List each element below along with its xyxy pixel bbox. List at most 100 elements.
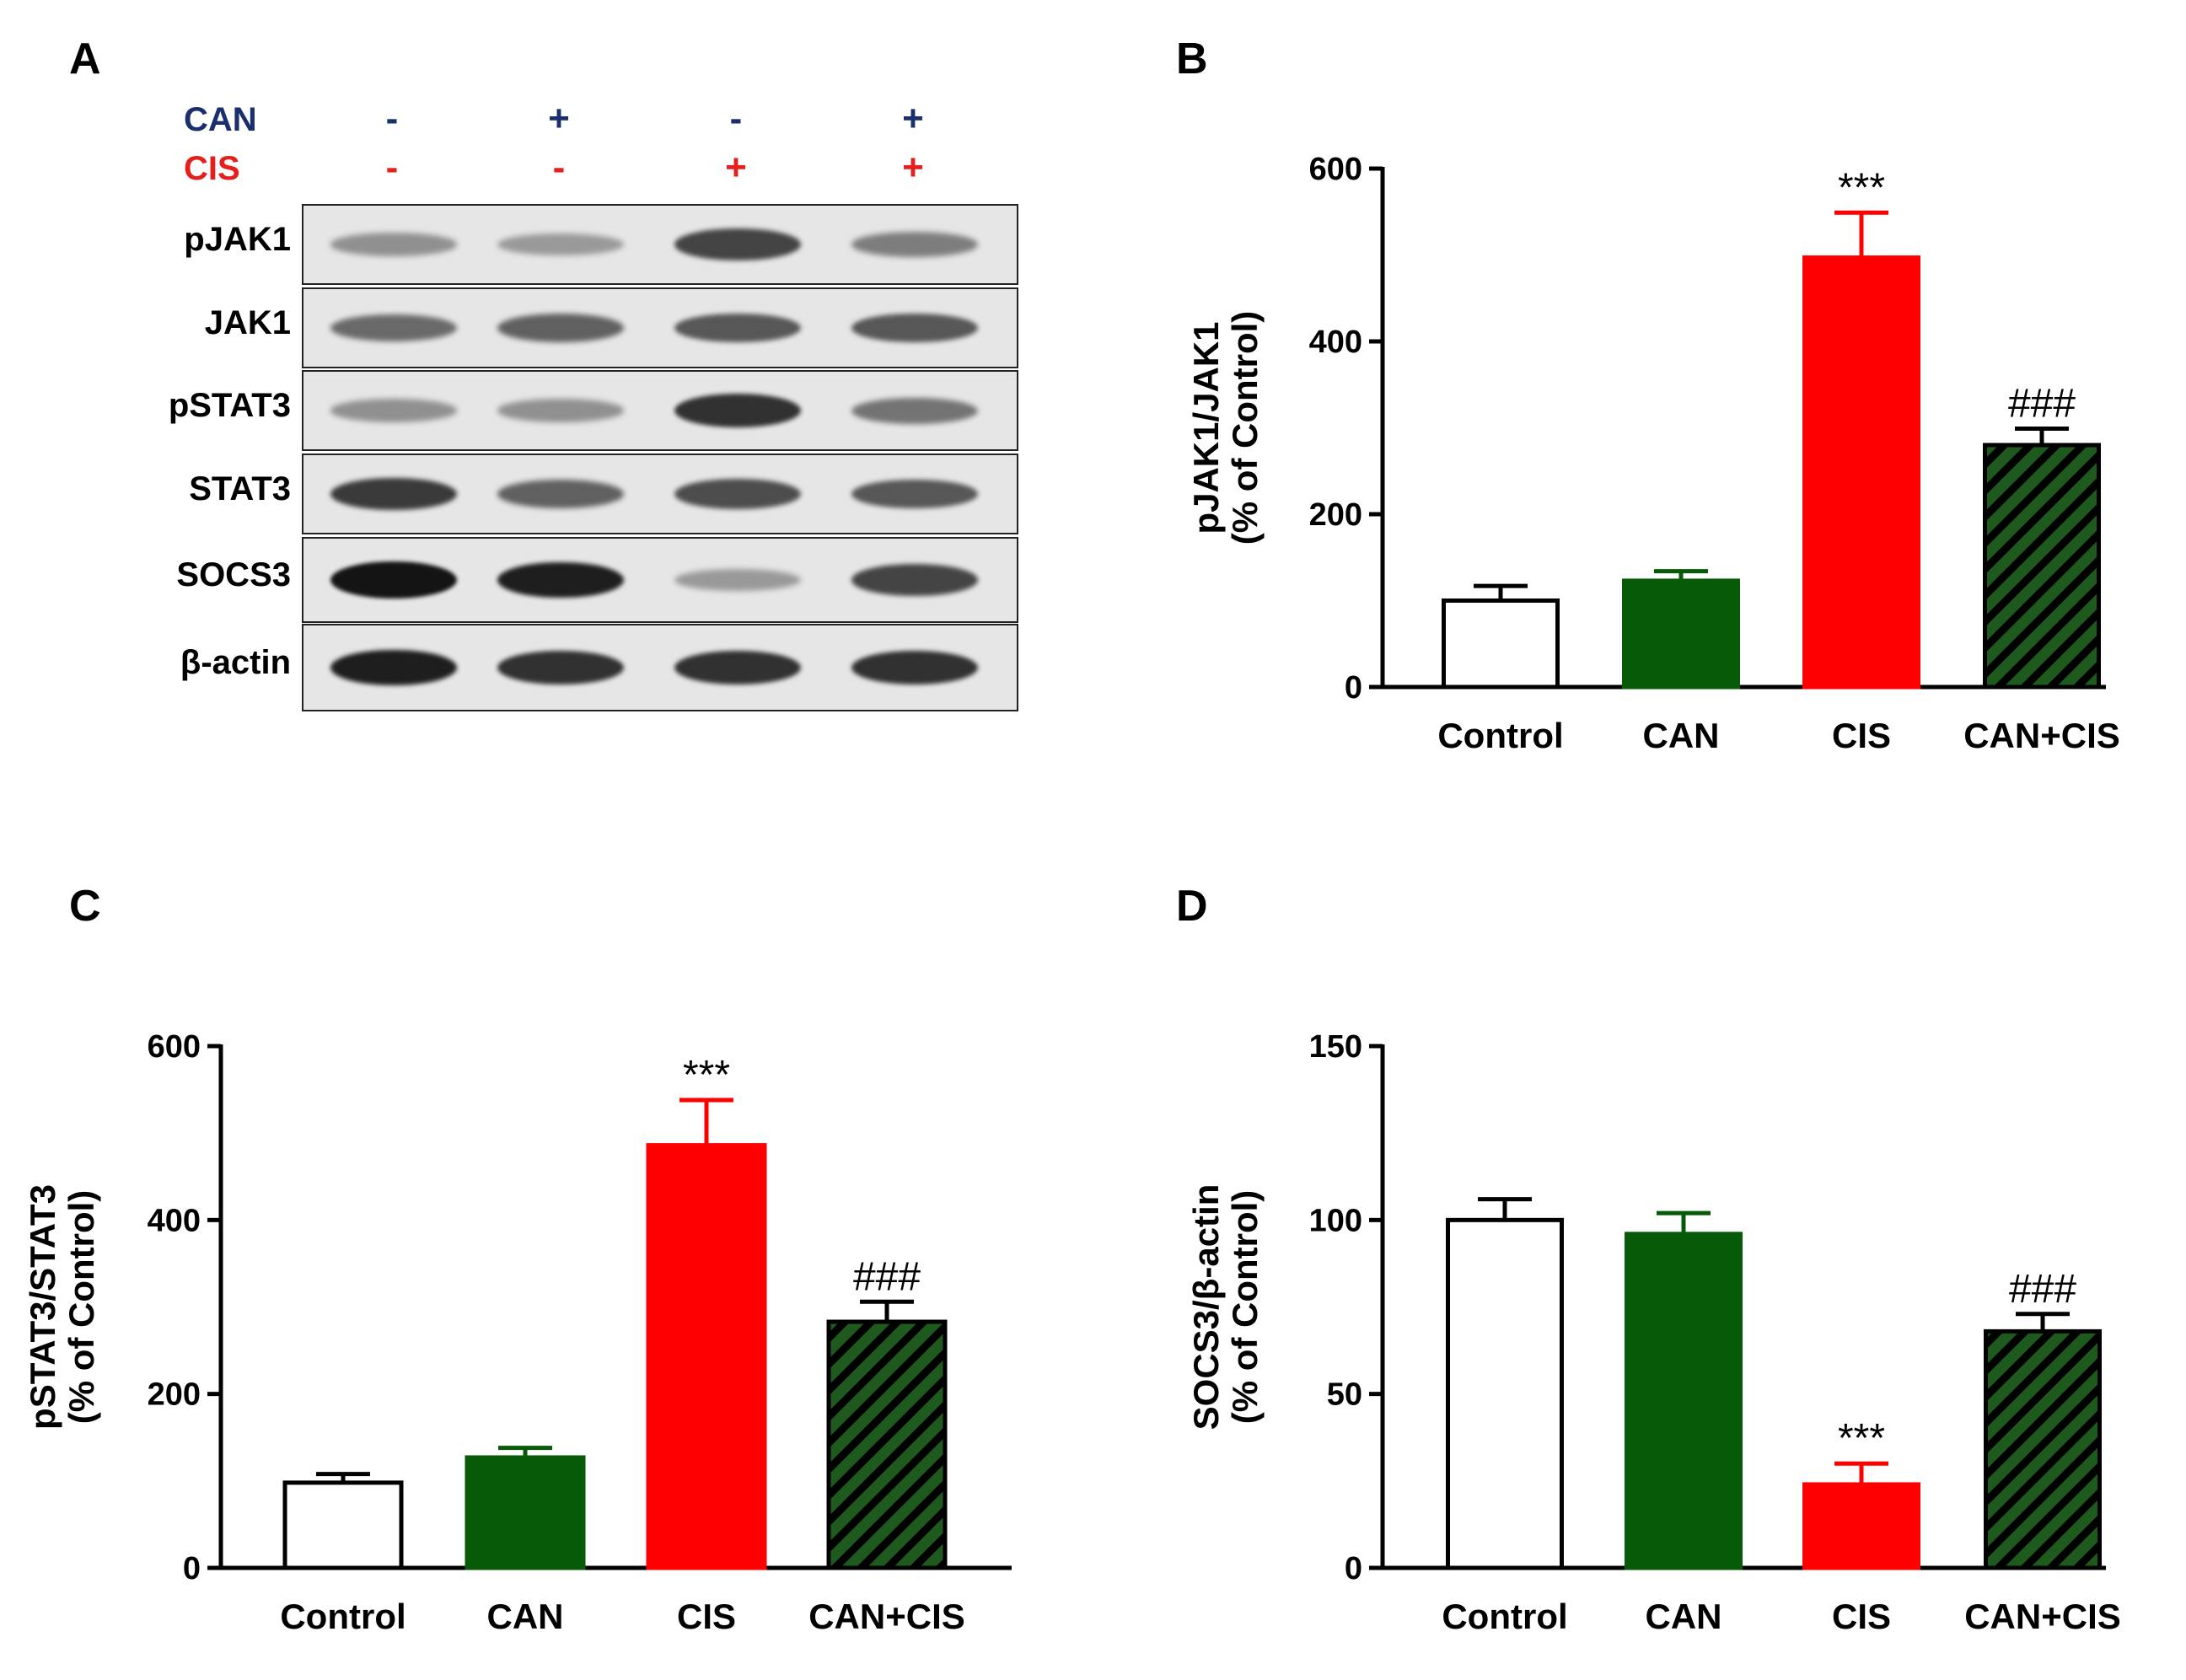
blot-band <box>851 479 978 509</box>
blot-band <box>851 232 978 257</box>
bar-can-cis <box>1983 443 2101 690</box>
significance-label: ### <box>2008 382 2076 427</box>
y-tick-label: 200 <box>148 1377 201 1413</box>
chart-pjak1-jak1: 0 200 400 600 pJAK1/JAK1 (% of Control) Contro… <box>1186 152 2120 755</box>
blot-band <box>497 480 624 508</box>
condition-sign: + <box>902 147 924 188</box>
chart-socs3-beta-actin: 0 50 100 150 SOCS3/β-actin (% of Control) Cont… <box>1186 1029 2121 1636</box>
blot-band <box>497 399 624 422</box>
blot-band <box>330 399 457 422</box>
western-blot-panel: CAN - + - + CIS - - + + pJAK1 JAK1 pSTAT3 STAT3 SOCS3 β… <box>0 0 1045 742</box>
bar-cis <box>1802 1482 1920 1570</box>
y-axis-label: pJAK1/JAK1 <box>1186 321 1226 534</box>
x-tick-label: Control <box>280 1597 406 1636</box>
blot-band <box>674 393 801 428</box>
blot-band <box>330 477 457 511</box>
y-tick-label: 600 <box>1309 152 1362 187</box>
condition-sign: + <box>902 98 924 139</box>
blot-band <box>674 313 801 343</box>
blot-band <box>674 478 801 510</box>
y-tick-label: 0 <box>1345 1551 1362 1586</box>
x-tick-label: CIS <box>1832 1597 1891 1636</box>
condition-sign: - <box>729 98 743 139</box>
panel-letter-c: C <box>69 882 101 931</box>
blot-row-label: pSTAT3 <box>168 387 291 424</box>
y-tick-label: 200 <box>1309 497 1362 533</box>
y-axis-label: (% of Control) <box>1225 311 1265 545</box>
blot-band <box>330 561 457 598</box>
blot-band <box>851 650 978 685</box>
blot-row-label: SOCS3 <box>176 556 291 593</box>
condition-label-can: CAN <box>184 101 257 138</box>
significance-label: ### <box>2009 1267 2076 1312</box>
blot-band <box>851 564 978 596</box>
bar-cis <box>1802 255 1920 690</box>
bar-control <box>1446 1217 1564 1570</box>
blot-strip <box>302 287 1018 368</box>
condition-sign: - <box>385 147 399 188</box>
x-tick-label: CIS <box>677 1597 736 1636</box>
y-tick-label: 0 <box>183 1551 201 1586</box>
chart-pstat3-stat3: 0 200 400 600 pSTAT3/STAT3 (% of Control) Cont… <box>23 1029 1012 1636</box>
blot-strip <box>302 537 1018 623</box>
blot-band <box>497 650 624 685</box>
bar-control <box>282 1480 404 1570</box>
blot-row-label: pJAK1 <box>184 221 291 258</box>
bar-can-cis <box>826 1319 948 1570</box>
x-tick-label: Control <box>1442 1597 1567 1636</box>
x-tick-label: CAN <box>1646 1597 1722 1636</box>
panel-letter-b: B <box>1176 35 1208 83</box>
y-tick-label: 600 <box>148 1029 201 1065</box>
blot-band <box>330 314 457 342</box>
blot-strip <box>302 454 1018 534</box>
y-axis-label: (% of Control) <box>62 1190 101 1425</box>
x-tick-label: Control <box>1437 716 1563 755</box>
bar-can <box>1625 1232 1743 1570</box>
x-tick-label: CAN <box>487 1597 564 1636</box>
bar-control <box>1442 598 1560 690</box>
panel-letter-a: A <box>69 35 101 83</box>
blot-band <box>497 233 624 255</box>
y-tick-label: 150 <box>1309 1029 1362 1065</box>
condition-sign: - <box>552 147 566 188</box>
y-axis-label: SOCS3/β-actin <box>1186 1184 1226 1430</box>
condition-label-cis: CIS <box>184 150 240 187</box>
bar-cis <box>646 1143 767 1570</box>
bar-can <box>1622 578 1740 690</box>
blot-band <box>674 650 801 685</box>
significance-label: ### <box>853 1254 921 1299</box>
y-tick-label: 400 <box>148 1203 201 1238</box>
significance-label: *** <box>1838 165 1885 210</box>
y-axis-label: pSTAT3/STAT3 <box>23 1184 62 1430</box>
x-tick-label: CAN+CIS <box>1963 716 2120 755</box>
blot-strip <box>302 624 1018 711</box>
y-tick-label: 400 <box>1309 325 1362 360</box>
blot-band <box>674 569 801 591</box>
y-tick-label: 100 <box>1309 1203 1362 1238</box>
condition-sign: - <box>385 98 399 139</box>
x-tick-label: CAN+CIS <box>1964 1597 2121 1636</box>
x-tick-label: CAN <box>1643 716 1720 755</box>
x-tick-label: CIS <box>1832 716 1891 755</box>
significance-label: *** <box>683 1053 730 1098</box>
bar-can-cis <box>1984 1328 2102 1570</box>
blot-band <box>497 561 624 598</box>
blot-band <box>330 233 457 256</box>
y-tick-label: 0 <box>1345 670 1362 706</box>
blot-row-label: β-actin <box>180 644 291 681</box>
blot-band <box>851 313 978 343</box>
blot-strip <box>302 370 1018 451</box>
y-axis-label: (% of Control) <box>1225 1190 1265 1425</box>
blot-band <box>674 228 801 260</box>
significance-label: *** <box>1838 1416 1885 1461</box>
blot-band <box>851 397 978 424</box>
y-tick-label: 50 <box>1327 1377 1362 1413</box>
panel-letter-d: D <box>1176 882 1208 931</box>
blot-row-label: STAT3 <box>189 470 291 507</box>
condition-sign: + <box>725 147 747 188</box>
blot-row-label: JAK1 <box>204 304 291 341</box>
condition-sign: + <box>548 98 570 139</box>
bar-can <box>465 1455 586 1570</box>
blot-band <box>330 649 457 686</box>
blot-strip <box>302 204 1018 285</box>
